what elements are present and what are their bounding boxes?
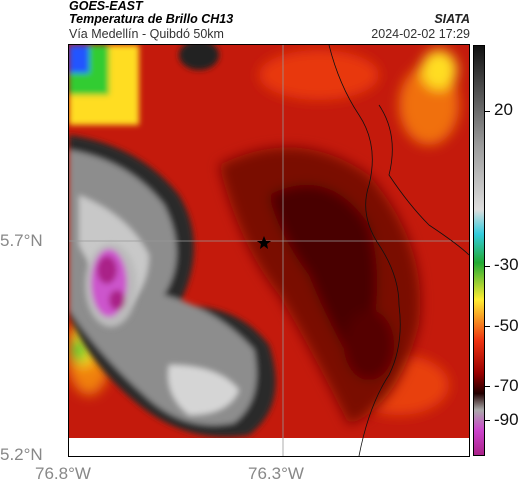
satellite-map[interactable] — [68, 44, 470, 457]
org-label: SIATA — [434, 12, 470, 26]
colorbar-label: -90 — [494, 410, 519, 429]
colorbar — [473, 45, 485, 456]
no-data-strip — [69, 438, 469, 456]
dark-red-zone — [219, 147, 421, 425]
lat-label: 5.7°N — [0, 231, 43, 250]
timestamp-label: 2024-02-02 17:29 — [371, 27, 470, 41]
top-left-warm — [69, 45, 219, 125]
cb-tick — [485, 266, 490, 267]
lat-label: 5.2°N — [0, 445, 43, 464]
colorbar-label: -70 — [494, 376, 519, 395]
cb-tick — [485, 420, 490, 421]
source-title: GOES-EAST — [69, 0, 143, 13]
colorbar-label: 20 — [494, 100, 513, 119]
star-icon — [257, 236, 271, 249]
product-title: Temperatura de Brillo CH13 — [69, 12, 234, 26]
border-line-2 — [378, 104, 469, 256]
colorbar-label: -50 — [494, 316, 519, 335]
map-canvas — [69, 45, 469, 456]
border-line — [328, 45, 401, 456]
cb-tick — [485, 111, 490, 112]
colorbar-label: -30 — [494, 255, 519, 274]
lon-label: 76.8°W — [35, 464, 91, 483]
cb-tick — [485, 326, 490, 327]
cold-core — [85, 243, 137, 327]
lon-label: 76.3°W — [248, 464, 304, 483]
cb-tick — [485, 386, 490, 387]
area-subtitle: Vía Medellín - Quibdó 50km — [69, 27, 224, 41]
